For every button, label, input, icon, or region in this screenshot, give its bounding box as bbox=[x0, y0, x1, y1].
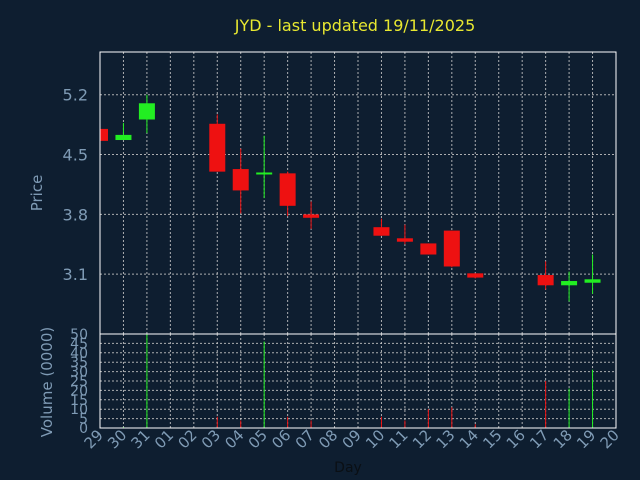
candle-body bbox=[443, 230, 460, 267]
candle-body bbox=[561, 281, 578, 286]
price-tick-label: 4.5 bbox=[63, 146, 88, 165]
price-tick-label: 3.8 bbox=[63, 205, 88, 224]
candle-body bbox=[584, 279, 601, 283]
volume-tick-label: 45 bbox=[70, 336, 88, 352]
candle-body bbox=[396, 238, 413, 242]
candle-body bbox=[420, 243, 437, 255]
volume-tick-label: 15 bbox=[70, 393, 88, 409]
volume-bars bbox=[122, 334, 594, 428]
candle-body bbox=[303, 214, 320, 218]
volume-tick-label: 20 bbox=[70, 383, 88, 399]
x-axis-label: Day bbox=[334, 460, 362, 476]
volume-tick-label: 25 bbox=[70, 374, 88, 390]
price-tick-label: 5.2 bbox=[63, 86, 88, 105]
volume-tick-label: 35 bbox=[70, 355, 88, 371]
candle-body bbox=[537, 275, 554, 286]
candle-body bbox=[467, 273, 484, 278]
candle-body bbox=[115, 134, 132, 141]
candles bbox=[99, 94, 601, 302]
volume-tick-label: 5 bbox=[79, 412, 88, 428]
price-tick-label: 3.1 bbox=[63, 265, 88, 284]
candle-body bbox=[100, 128, 108, 141]
candle-body bbox=[373, 227, 390, 236]
volume-axis-label: Volume (0000) bbox=[38, 327, 56, 437]
price-axis-label: Price bbox=[28, 175, 46, 212]
candle-body bbox=[256, 172, 273, 175]
price-tick-labels: 3.1 3.8 4.5 5.2 bbox=[63, 86, 88, 284]
candle-body bbox=[279, 173, 296, 206]
volume-tick-label: 40 bbox=[70, 346, 88, 362]
volume-tick-label: 30 bbox=[70, 365, 88, 381]
volume-plot-border bbox=[99, 333, 617, 429]
chart-title: JYD - last updated 19/11/2025 bbox=[234, 16, 476, 35]
volume-tick-label: 10 bbox=[70, 402, 88, 418]
candle-body bbox=[138, 103, 155, 120]
volume-grid bbox=[99, 334, 617, 428]
candle-body bbox=[209, 123, 226, 172]
volume-tick-label: 0 bbox=[79, 421, 88, 437]
x-tick-labels: 2930310102030405060708091011121314151617… bbox=[81, 426, 623, 452]
candle-body bbox=[232, 169, 249, 191]
volume-tick-label: 50 bbox=[70, 327, 88, 343]
